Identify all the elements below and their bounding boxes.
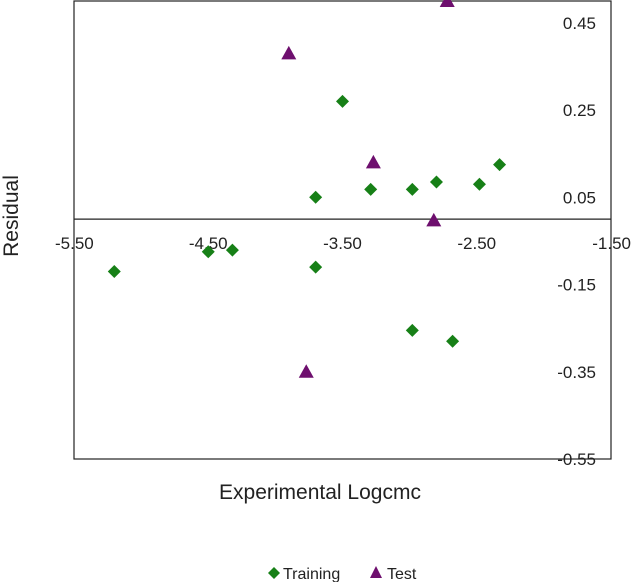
- training-point: [405, 182, 419, 196]
- y-tick-label: 0.05: [563, 188, 596, 207]
- training-point: [201, 245, 215, 259]
- y-tick-label: 0.25: [563, 101, 596, 120]
- training-point: [107, 264, 121, 278]
- legend-item-training: Training: [268, 566, 340, 582]
- x-tick-labels: -5.50 -4.50 -3.50 -2.50 -1.50: [55, 234, 631, 253]
- training-point: [336, 94, 349, 108]
- test-point: [281, 45, 297, 60]
- x-tick-label: -1.50: [592, 234, 631, 253]
- legend-marker-test: [370, 566, 382, 578]
- y-tick-label: -0.55: [557, 450, 596, 469]
- legend-item-test: Test: [370, 566, 417, 582]
- test-point: [426, 212, 442, 227]
- x-tick-label: -5.50: [55, 234, 94, 253]
- training-point: [225, 243, 239, 257]
- test-point: [439, 0, 455, 7]
- x-axis-title: Experimental Logcmc: [219, 481, 421, 504]
- data-points: [107, 0, 507, 378]
- legend-label-training: Training: [283, 566, 340, 582]
- legend-marker-training: [268, 567, 280, 579]
- y-tick-labels: 0.45 0.25 0.05 -0.15 -0.35 -0.55: [557, 14, 596, 469]
- training-point: [309, 190, 323, 204]
- training-point: [405, 323, 419, 337]
- training-point: [472, 177, 486, 191]
- x-tick-label: -3.50: [323, 234, 362, 253]
- x-tick-label: -4.50: [189, 234, 228, 253]
- training-point: [309, 260, 323, 274]
- y-tick-label: -0.35: [557, 363, 596, 382]
- training-point: [429, 175, 443, 189]
- legend-label-test: Test: [387, 566, 417, 582]
- test-point: [365, 154, 381, 169]
- y-tick-label: 0.45: [563, 14, 596, 33]
- y-axis-title: Residual: [0, 175, 23, 257]
- x-tick-label: -2.50: [457, 234, 496, 253]
- plot-frame: [73, 0, 612, 460]
- training-point: [364, 182, 378, 196]
- training-point: [493, 158, 507, 172]
- legend: Training Test: [268, 566, 417, 582]
- y-tick-label: -0.15: [557, 276, 596, 295]
- test-point: [298, 364, 314, 378]
- training-point: [446, 334, 460, 348]
